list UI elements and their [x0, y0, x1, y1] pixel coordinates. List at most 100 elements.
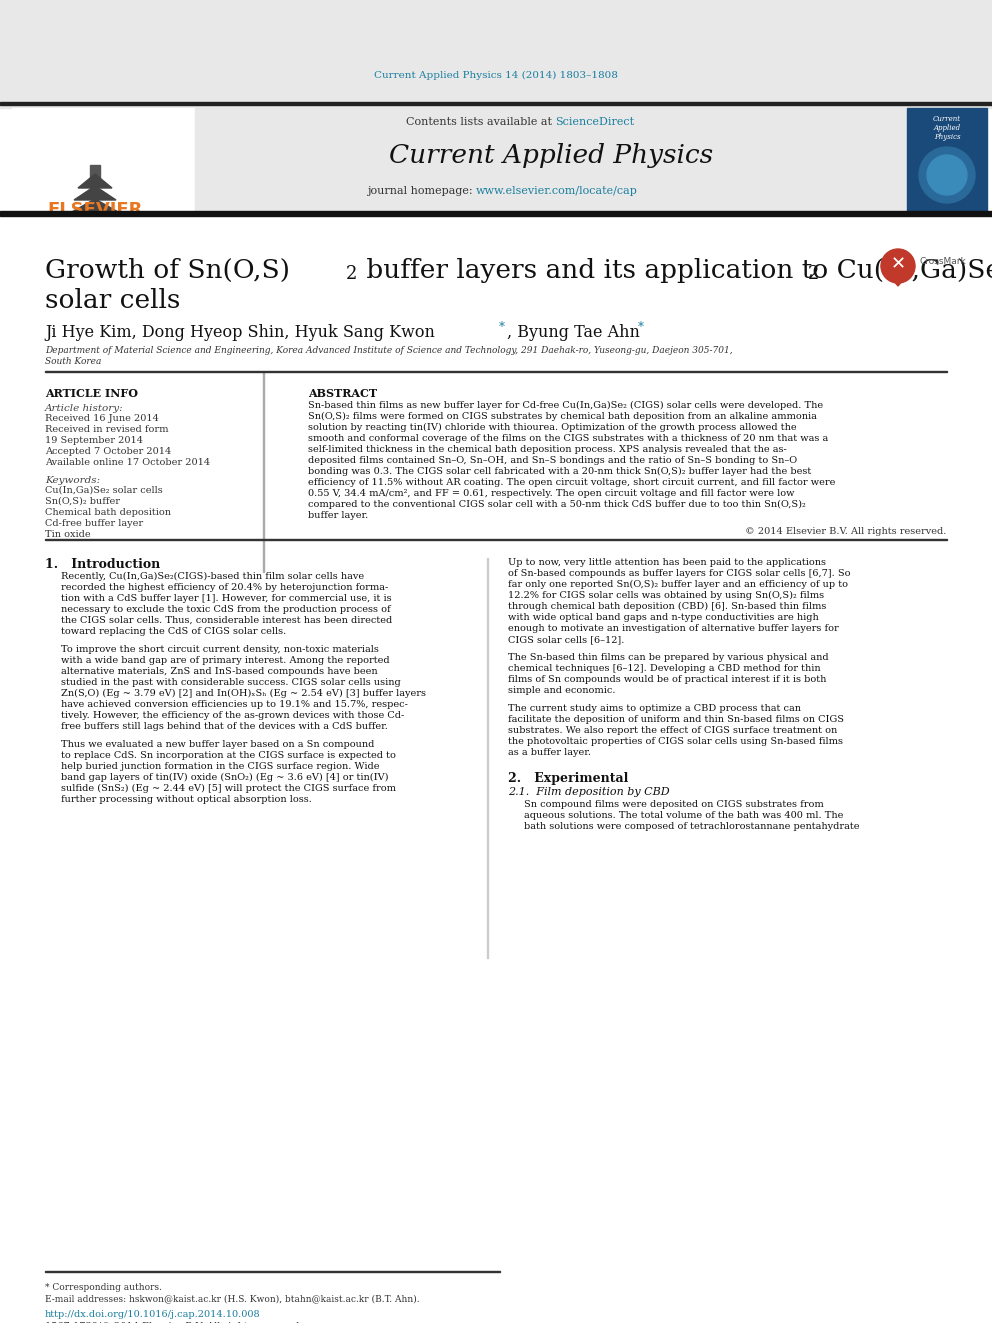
Text: South Korea: South Korea	[45, 357, 101, 366]
Text: alternative materials, ZnS and InS-based compounds have been: alternative materials, ZnS and InS-based…	[61, 667, 378, 676]
Circle shape	[881, 249, 915, 283]
Text: have achieved conversion efficiencies up to 19.1% and 15.7%, respec-: have achieved conversion efficiencies up…	[61, 700, 408, 709]
Text: 0.55 V, 34.4 mA/cm², and FF = 0.61, respectively. The open circuit voltage and f: 0.55 V, 34.4 mA/cm², and FF = 0.61, resp…	[308, 490, 795, 497]
Text: 19 September 2014: 19 September 2014	[45, 437, 143, 445]
Text: Current Applied Physics: Current Applied Physics	[389, 143, 713, 168]
Text: Sn compound films were deposited on CIGS substrates from: Sn compound films were deposited on CIGS…	[524, 800, 823, 808]
Text: Thus we evaluated a new buffer layer based on a Sn compound: Thus we evaluated a new buffer layer bas…	[61, 740, 374, 749]
Text: solution by reacting tin(IV) chloride with thiourea. Optimization of the growth : solution by reacting tin(IV) chloride wi…	[308, 423, 797, 433]
Text: ✕: ✕	[891, 255, 906, 273]
Text: *: *	[638, 321, 644, 333]
Text: Up to now, very little attention has been paid to the applications: Up to now, very little attention has bee…	[508, 558, 826, 568]
Text: recorded the highest efficiency of 20.4% by heterojunction forma-: recorded the highest efficiency of 20.4%…	[61, 583, 388, 591]
Text: 12.2% for CIGS solar cells was obtained by using Sn(O,S)₂ films: 12.2% for CIGS solar cells was obtained …	[508, 591, 824, 601]
Text: CIGS solar cells [6–12].: CIGS solar cells [6–12].	[508, 635, 624, 644]
Text: *: *	[499, 321, 505, 333]
Text: 2.1.  Film deposition by CBD: 2.1. Film deposition by CBD	[508, 787, 670, 796]
Text: , Byung Tae Ahn: , Byung Tae Ahn	[507, 324, 640, 341]
Text: ScienceDirect: ScienceDirect	[555, 116, 634, 127]
Text: Received in revised form: Received in revised form	[45, 425, 169, 434]
Text: To improve the short circuit current density, non-toxic materials: To improve the short circuit current den…	[61, 646, 379, 654]
Text: © 2014 Elsevier B.V. All rights reserved.: © 2014 Elsevier B.V. All rights reserved…	[745, 527, 946, 536]
Text: 2: 2	[346, 265, 357, 283]
Bar	[12, 108, 195, 213]
Text: Sn(O,S)₂ films were formed on CIGS substrates by chemical bath deposition from a: Sn(O,S)₂ films were formed on CIGS subst…	[308, 411, 816, 421]
Text: Received 16 June 2014: Received 16 June 2014	[45, 414, 159, 423]
Text: far only one reported Sn(O,S)₂ buffer layer and an efficiency of up to: far only one reported Sn(O,S)₂ buffer la…	[508, 579, 848, 589]
Text: simple and economic.: simple and economic.	[508, 687, 615, 695]
Text: buffer layer.: buffer layer.	[308, 511, 368, 520]
Text: Sn(O,S)₂ buffer: Sn(O,S)₂ buffer	[45, 497, 120, 505]
Circle shape	[919, 147, 975, 202]
Text: ABSTRACT: ABSTRACT	[308, 388, 377, 400]
Text: films of Sn compounds would be of practical interest if it is both: films of Sn compounds would be of practi…	[508, 675, 826, 684]
Circle shape	[927, 155, 967, 194]
Text: Growth of Sn(O,S): Growth of Sn(O,S)	[45, 258, 290, 283]
Text: 1.   Introduction: 1. Introduction	[45, 558, 161, 572]
Text: ARTICLE INFO: ARTICLE INFO	[45, 388, 138, 400]
Text: sulfide (SnS₂) (Eg ~ 2.44 eV) [5] will protect the CIGS surface from: sulfide (SnS₂) (Eg ~ 2.44 eV) [5] will p…	[61, 785, 396, 792]
Text: facilitate the deposition of uniform and thin Sn-based films on CIGS: facilitate the deposition of uniform and…	[508, 714, 844, 724]
Text: efficiency of 11.5% without AR coating. The open circuit voltage, short circuit : efficiency of 11.5% without AR coating. …	[308, 478, 835, 487]
Text: through chemical bath deposition (CBD) [6]. Sn-based thin films: through chemical bath deposition (CBD) […	[508, 602, 826, 611]
Text: www.elsevier.com/locate/cap: www.elsevier.com/locate/cap	[476, 187, 638, 196]
Text: journal homepage:: journal homepage:	[367, 187, 476, 196]
Text: The current study aims to optimize a CBD process that can: The current study aims to optimize a CBD…	[508, 704, 801, 713]
Text: to replace CdS. Sn incorporation at the CIGS surface is expected to: to replace CdS. Sn incorporation at the …	[61, 751, 396, 759]
Text: chemical techniques [6–12]. Developing a CBD method for thin: chemical techniques [6–12]. Developing a…	[508, 664, 820, 673]
Text: as a buffer layer.: as a buffer layer.	[508, 747, 591, 757]
Text: Keywords:: Keywords:	[45, 476, 100, 486]
Bar	[0, 102, 992, 105]
Text: 2: 2	[808, 265, 819, 283]
Text: enough to motivate an investigation of alternative buffer layers for: enough to motivate an investigation of a…	[508, 624, 839, 632]
Text: band gap layers of tin(IV) oxide (SnO₂) (Eg ~ 3.6 eV) [4] or tin(IV): band gap layers of tin(IV) oxide (SnO₂) …	[61, 773, 389, 782]
Text: Current
Applied
Physics: Current Applied Physics	[932, 115, 961, 142]
Text: the CIGS solar cells. Thus, considerable interest has been directed: the CIGS solar cells. Thus, considerable…	[61, 617, 392, 624]
Text: Sn-based thin films as new buffer layer for Cd-free Cu(In,Ga)Se₂ (CIGS) solar ce: Sn-based thin films as new buffer layer …	[308, 401, 823, 410]
Text: buffer layers and its application to Cu(In,Ga)Se: buffer layers and its application to Cu(…	[358, 258, 992, 283]
Text: The Sn-based thin films can be prepared by various physical and: The Sn-based thin films can be prepared …	[508, 654, 828, 662]
Bar	[907, 108, 987, 213]
Text: Article history:: Article history:	[45, 404, 124, 413]
Text: Chemical bath deposition: Chemical bath deposition	[45, 508, 171, 517]
Text: with a wide band gap are of primary interest. Among the reported: with a wide band gap are of primary inte…	[61, 656, 390, 665]
Bar	[0, 0, 992, 108]
Text: E-mail addresses: hskwon@kaist.ac.kr (H.S. Kwon), btahn@kaist.ac.kr (B.T. Ahn).: E-mail addresses: hskwon@kaist.ac.kr (H.…	[45, 1294, 420, 1303]
Text: bonding was 0.3. The CIGS solar cell fabricated with a 20-nm thick Sn(O,S)₂ buff: bonding was 0.3. The CIGS solar cell fab…	[308, 467, 811, 476]
Text: Cd-free buffer layer: Cd-free buffer layer	[45, 519, 143, 528]
Text: bath solutions were composed of tetrachlorostannane pentahydrate: bath solutions were composed of tetrachl…	[524, 822, 859, 831]
Text: Ji Hye Kim, Dong Hyeop Shin, Hyuk Sang Kwon: Ji Hye Kim, Dong Hyeop Shin, Hyuk Sang K…	[45, 324, 434, 341]
Polygon shape	[881, 266, 915, 286]
Text: help buried junction formation in the CIGS surface region. Wide: help buried junction formation in the CI…	[61, 762, 380, 771]
Text: CrossMark: CrossMark	[920, 258, 967, 266]
Bar	[0, 210, 992, 216]
Text: Tin oxide: Tin oxide	[45, 531, 90, 538]
Text: of Sn-based compounds as buffer layers for CIGS solar cells [6,7]. So: of Sn-based compounds as buffer layers f…	[508, 569, 850, 578]
Text: necessary to exclude the toxic CdS from the production process of: necessary to exclude the toxic CdS from …	[61, 605, 391, 614]
Text: free buffers still lags behind that of the devices with a CdS buffer.: free buffers still lags behind that of t…	[61, 722, 388, 732]
Text: smooth and conformal coverage of the films on the CIGS substrates with a thickne: smooth and conformal coverage of the fil…	[308, 434, 828, 443]
Text: * Corresponding authors.: * Corresponding authors.	[45, 1283, 162, 1293]
Text: solar cells: solar cells	[45, 288, 181, 314]
Text: studied in the past with considerable success. CIGS solar cells using: studied in the past with considerable su…	[61, 677, 401, 687]
Text: Accepted 7 October 2014: Accepted 7 October 2014	[45, 447, 172, 456]
Text: compared to the conventional CIGS solar cell with a 50-nm thick CdS buffer due t: compared to the conventional CIGS solar …	[308, 500, 806, 509]
Polygon shape	[78, 175, 112, 188]
Text: self-limited thickness in the chemical bath deposition process. XPS analysis rev: self-limited thickness in the chemical b…	[308, 445, 787, 454]
Polygon shape	[70, 198, 120, 213]
Text: 2.   Experimental: 2. Experimental	[508, 773, 628, 785]
Text: Recently, Cu(In,Ga)Se₂(CIGS)-based thin film solar cells have: Recently, Cu(In,Ga)Se₂(CIGS)-based thin …	[61, 572, 364, 581]
Text: Zn(S,O) (Eg ~ 3.79 eV) [2] and In(OH)ₓSₕ (Eg ~ 2.54 eV) [3] buffer layers: Zn(S,O) (Eg ~ 3.79 eV) [2] and In(OH)ₓSₕ…	[61, 689, 426, 699]
Text: the photovoltaic properties of CIGS solar cells using Sn-based films: the photovoltaic properties of CIGS sola…	[508, 737, 843, 746]
Text: tion with a CdS buffer layer [1]. However, for commercial use, it is: tion with a CdS buffer layer [1]. Howeve…	[61, 594, 392, 603]
Text: tively. However, the efficiency of the as-grown devices with those Cd-: tively. However, the efficiency of the a…	[61, 710, 405, 720]
Text: Available online 17 October 2014: Available online 17 October 2014	[45, 458, 210, 467]
Text: with wide optical band gaps and n-type conductivities are high: with wide optical band gaps and n-type c…	[508, 613, 818, 622]
Text: deposited films contained Sn–O, Sn–OH, and Sn–S bondings and the ratio of Sn–S b: deposited films contained Sn–O, Sn–OH, a…	[308, 456, 798, 464]
Text: further processing without optical absorption loss.: further processing without optical absor…	[61, 795, 311, 804]
Bar	[487, 558, 488, 958]
Text: Contents lists available at: Contents lists available at	[406, 116, 555, 127]
Bar	[263, 372, 264, 572]
Text: Department of Material Science and Engineering, Korea Advanced Institute of Scie: Department of Material Science and Engin…	[45, 347, 733, 355]
Text: ELSEVIER: ELSEVIER	[48, 201, 143, 220]
